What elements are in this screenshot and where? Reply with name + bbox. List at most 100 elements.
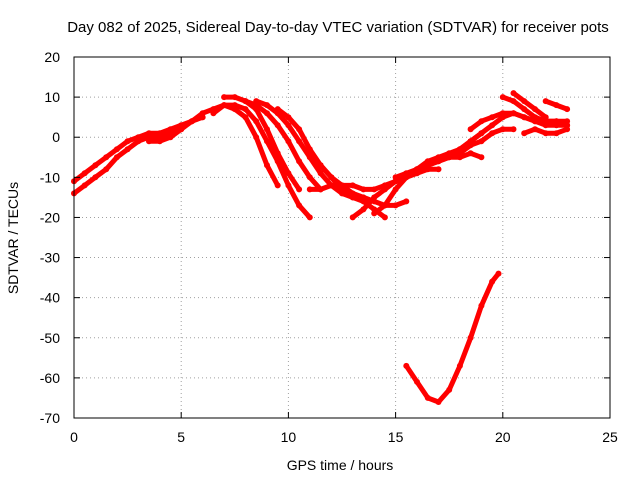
series-line-recovery-2 [393, 126, 516, 180]
data-point [521, 106, 528, 113]
data-point [435, 399, 442, 405]
data-point [532, 126, 538, 133]
data-point [92, 174, 99, 181]
data-point [403, 170, 410, 177]
data-point [296, 186, 303, 193]
series-line-arc-2 [210, 102, 313, 220]
data-point [495, 270, 502, 277]
data-point [306, 186, 313, 193]
data-point [392, 186, 399, 193]
data-point [489, 122, 496, 129]
data-point [156, 138, 163, 145]
chart-title: Day 082 of 2025, Sidereal Day-to-day VTE… [67, 19, 609, 36]
data-point [253, 98, 260, 105]
data-point [371, 210, 378, 217]
data-point [124, 146, 131, 153]
data-point [285, 182, 292, 189]
data-point [542, 98, 549, 105]
data-point [521, 114, 528, 121]
y-tick-label: 10 [44, 89, 60, 105]
data-point [92, 162, 99, 169]
data-point [328, 182, 335, 189]
data-point [381, 202, 388, 209]
data-point [349, 190, 356, 197]
y-axis-label: SDTVAR / TECUs [5, 182, 21, 294]
data-point [392, 174, 399, 181]
data-point [360, 194, 367, 201]
x-tick-label: 5 [177, 429, 185, 445]
data-point [242, 98, 249, 105]
y-tick-label: -30 [40, 250, 60, 266]
data-point [456, 362, 463, 369]
data-point [264, 138, 270, 145]
data-point [167, 134, 174, 141]
data-point [499, 110, 506, 117]
data-point [446, 154, 453, 161]
data-point [306, 214, 313, 221]
plot-frame [73, 56, 611, 419]
data-point [81, 182, 88, 189]
x-tick-label: 0 [70, 429, 78, 445]
data-point [564, 106, 571, 113]
axis-ticks: 0 5 10 15 20 25 -70 -60 -50 -40 -30 -20 -10 0 10 20 [40, 49, 618, 445]
series-line-arc-5 [253, 98, 356, 200]
data-series [71, 90, 571, 405]
data-point [542, 130, 549, 137]
data-point [424, 162, 431, 169]
data-point [274, 122, 281, 129]
y-tick-label: -40 [40, 290, 60, 306]
y-tick-label: -10 [40, 169, 60, 185]
data-point [253, 134, 260, 141]
x-tick-label: 20 [495, 429, 511, 445]
data-point [317, 162, 324, 169]
data-point [264, 126, 270, 133]
data-point [424, 394, 431, 401]
data-point [285, 114, 292, 121]
data-point [435, 158, 442, 165]
data-point [146, 138, 152, 145]
data-point [564, 126, 571, 133]
data-point [371, 194, 378, 201]
data-point [81, 170, 88, 177]
x-tick-label: 10 [281, 429, 297, 445]
data-point [274, 106, 281, 113]
data-point [478, 154, 485, 161]
y-tick-label: -70 [40, 410, 60, 426]
y-tick-label: -60 [40, 370, 60, 386]
series-line-deep-dip [403, 271, 501, 405]
data-point [403, 362, 410, 369]
data-point [296, 138, 303, 145]
data-point [381, 214, 388, 221]
data-point [360, 206, 367, 213]
data-point [435, 166, 442, 173]
y-tick-label: -50 [40, 330, 60, 346]
data-point [306, 174, 313, 181]
data-point [317, 170, 324, 177]
data-point [478, 302, 485, 309]
series-line-arc-7 [307, 150, 409, 208]
data-point [103, 166, 110, 173]
data-point [499, 94, 506, 101]
data-point [521, 130, 528, 137]
data-point [274, 150, 281, 157]
data-point [285, 170, 292, 177]
data-point [285, 138, 292, 145]
y-tick-label: -20 [40, 209, 60, 225]
data-point [264, 110, 270, 117]
data-point [317, 186, 324, 193]
data-point [349, 214, 356, 221]
data-point [381, 186, 388, 193]
data-point [403, 198, 410, 205]
data-point [542, 114, 549, 121]
data-point [521, 98, 528, 105]
data-point [510, 98, 517, 105]
data-point [221, 94, 228, 101]
data-point [478, 118, 485, 125]
data-point [553, 102, 560, 109]
data-point [499, 126, 506, 133]
data-point [328, 174, 335, 181]
data-point [231, 102, 238, 109]
data-point [296, 202, 303, 209]
